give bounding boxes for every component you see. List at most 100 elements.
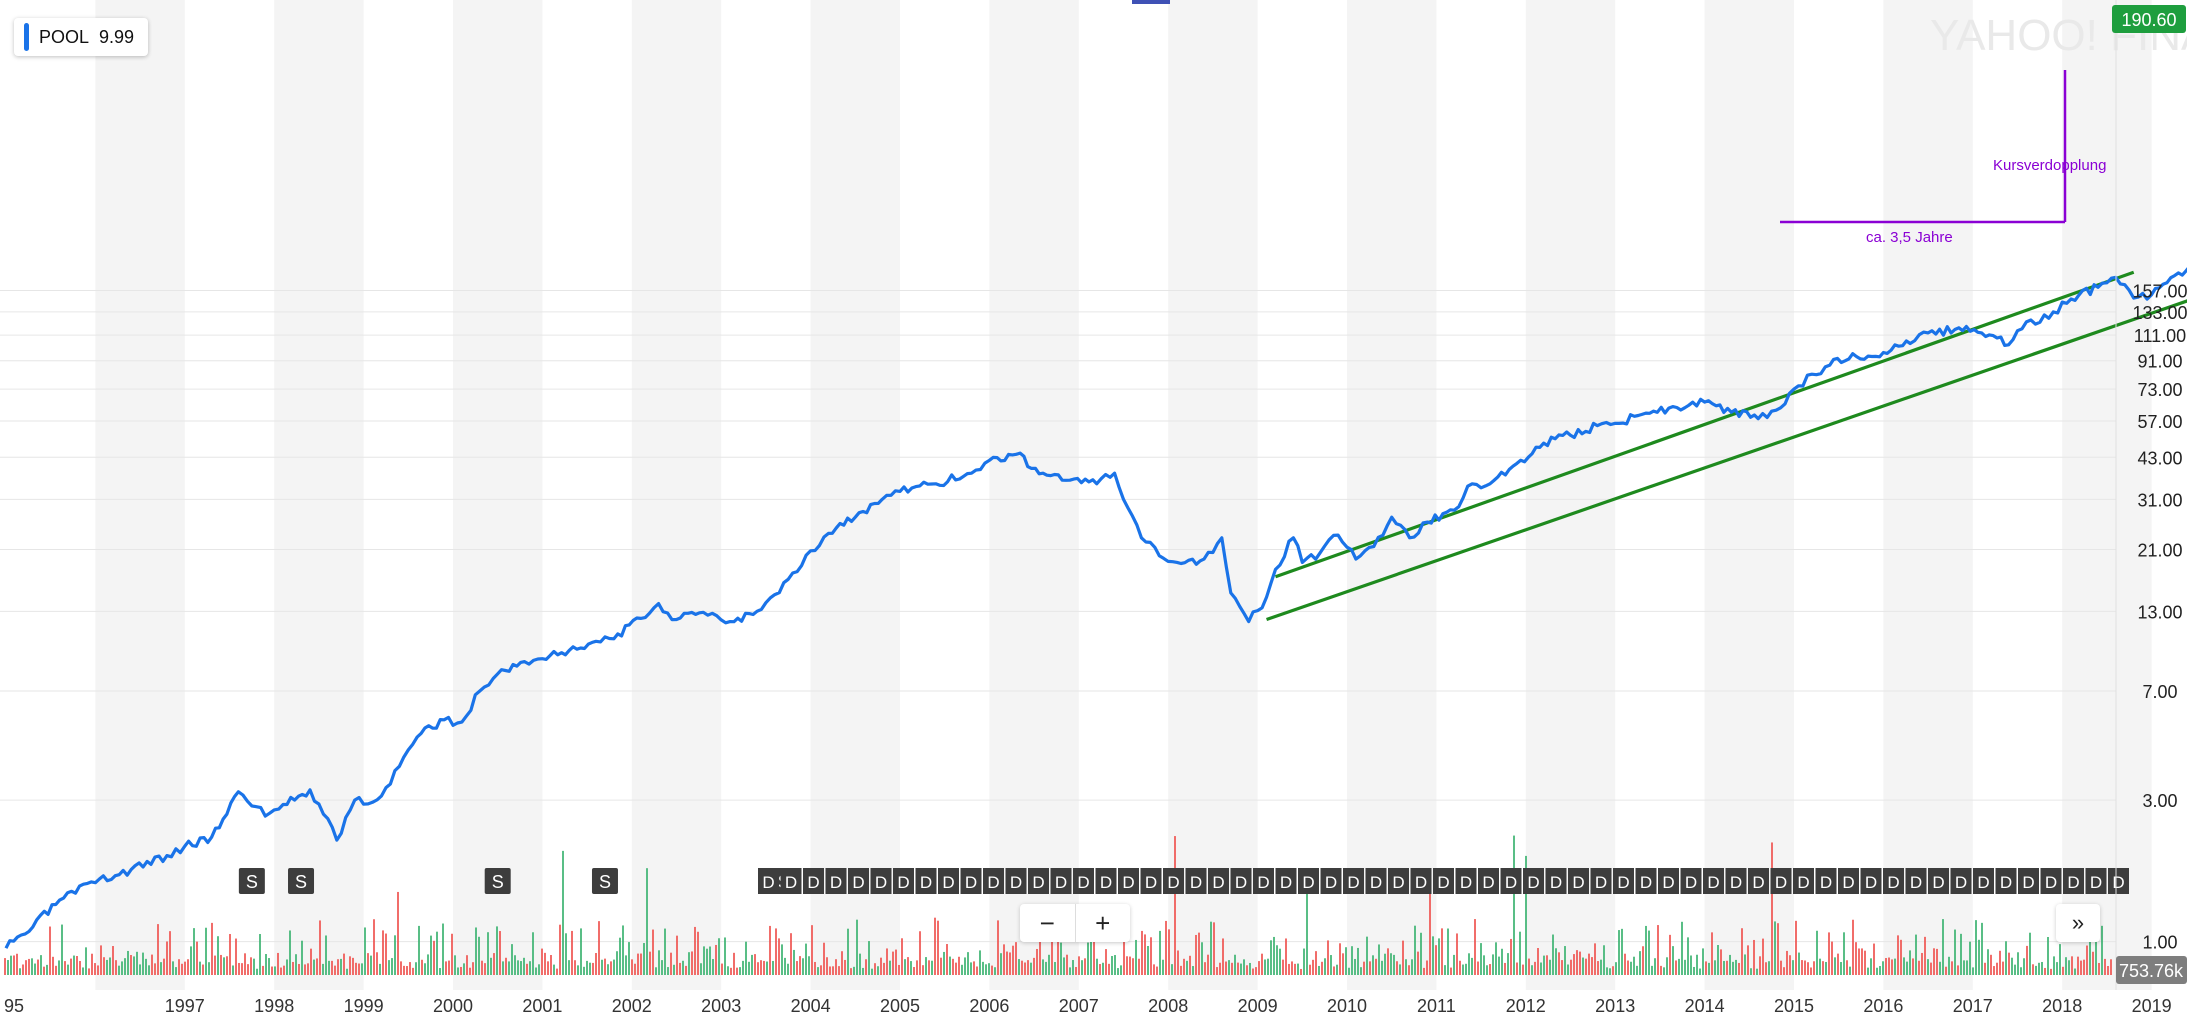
volume-bar	[70, 958, 72, 975]
volume-bar	[1390, 953, 1392, 975]
volume-bar	[1444, 965, 1446, 975]
volume-bar	[1759, 956, 1761, 975]
volume-bar	[862, 967, 864, 975]
volume-bar	[85, 947, 87, 975]
current-price-tag: 190.60	[2112, 5, 2186, 33]
volume-bar	[418, 925, 420, 975]
volume-bar	[2017, 952, 2019, 975]
volume-bar	[241, 963, 243, 975]
volume-bar	[460, 966, 462, 975]
volume-bar	[532, 932, 534, 975]
volume-bar	[1375, 958, 1377, 975]
volume-bar	[274, 966, 276, 975]
volume-bar	[424, 963, 426, 975]
dividend-marker-bg	[1500, 868, 1522, 894]
x-tick-label: 2007	[1059, 996, 1099, 1016]
volume-bar	[1423, 967, 1425, 975]
volume-bar	[1669, 934, 1671, 975]
volume-bar	[1762, 938, 1764, 975]
volume-bar	[22, 964, 24, 975]
volume-bar	[1891, 959, 1893, 975]
scroll-forward-button[interactable]: »	[2056, 904, 2100, 942]
volume-bar	[838, 966, 840, 975]
volume-bar	[523, 957, 525, 975]
volume-bar	[1114, 955, 1116, 975]
year-bands	[95, 0, 2152, 990]
volume-bar	[208, 962, 210, 975]
volume-bar	[505, 957, 507, 975]
volume-bar	[1153, 964, 1155, 975]
volume-bar	[1429, 887, 1431, 975]
dividend-marker-bg	[1140, 868, 1162, 894]
volume-bar	[82, 967, 84, 975]
volume-bar	[787, 963, 789, 975]
dividend-marker-bg	[2040, 868, 2062, 894]
volume-bar	[883, 962, 885, 975]
volume-bar	[1186, 960, 1188, 975]
volume-bar	[850, 968, 852, 975]
dividend-marker-bg	[1073, 868, 1094, 894]
volume-bar	[2062, 966, 2064, 975]
volume-bar	[754, 954, 756, 975]
year-band	[95, 0, 185, 990]
volume-bar	[1516, 962, 1518, 975]
volume-bar	[1912, 958, 1914, 975]
year-band	[274, 0, 364, 990]
volume-bar	[457, 967, 459, 975]
volume-bar	[943, 951, 945, 975]
x-tick-label: 2016	[1863, 996, 1903, 1016]
volume-bar	[970, 962, 972, 975]
volume-bar	[571, 930, 573, 975]
volume-bar	[1852, 919, 1854, 975]
volume-bar	[2074, 968, 2076, 975]
volume-bar	[991, 965, 993, 975]
volume-bar	[748, 961, 750, 975]
volume-bar	[1276, 945, 1278, 975]
volume-bar	[13, 955, 15, 975]
dividend-marker-label: D	[1235, 873, 1247, 892]
volume-bar	[2104, 958, 2106, 975]
volume-bar	[526, 963, 528, 975]
dividend-marker-bg	[2063, 868, 2084, 894]
volume-bar	[901, 938, 903, 975]
volume-bar	[1951, 961, 1953, 975]
y-tick-label: 73.00	[2137, 380, 2182, 400]
dividend-marker-bg	[1703, 868, 1724, 894]
dividend-marker-bg	[1095, 868, 1117, 894]
y-tick-label: 7.00	[2142, 682, 2177, 702]
volume-bar	[1075, 967, 1077, 975]
zoom-in-button[interactable]: +	[1074, 904, 1131, 942]
symbol-legend[interactable]: POOL 9.99	[14, 18, 149, 56]
dividend-marker-bg	[1185, 868, 1207, 894]
volume-bar	[1063, 957, 1065, 975]
volume-bar	[301, 940, 303, 975]
dividend-marker-bg	[1748, 868, 1769, 894]
volume-bar	[1006, 951, 1008, 975]
dividend-marker-label: D	[987, 873, 999, 892]
volume-bar	[586, 960, 588, 975]
volume-bar	[25, 960, 27, 975]
volume-bar	[1750, 968, 1752, 975]
volume-bar	[403, 965, 405, 975]
dividend-marker-bg	[1163, 868, 1184, 894]
volume-bar	[1492, 954, 1494, 975]
volume-bar	[889, 960, 891, 975]
volume-bar	[517, 960, 519, 975]
volume-bar	[253, 958, 255, 975]
volume-bar	[334, 965, 336, 975]
volume-bar	[289, 930, 291, 975]
volume-bar	[1840, 962, 1842, 975]
dividend-marker-bg	[960, 868, 982, 894]
volume-bar	[1888, 957, 1890, 975]
volume-bar	[1027, 960, 1029, 975]
volume-bar	[928, 960, 930, 975]
volume-bar	[400, 961, 402, 975]
volume-bar	[1339, 943, 1341, 975]
zoom-out-button[interactable]: −	[1039, 907, 1055, 938]
dividend-marker-bg	[1410, 868, 1432, 894]
volume-bar	[262, 965, 264, 975]
top-indicator-tab[interactable]	[1132, 0, 1170, 4]
volume-bar	[1972, 967, 1974, 975]
